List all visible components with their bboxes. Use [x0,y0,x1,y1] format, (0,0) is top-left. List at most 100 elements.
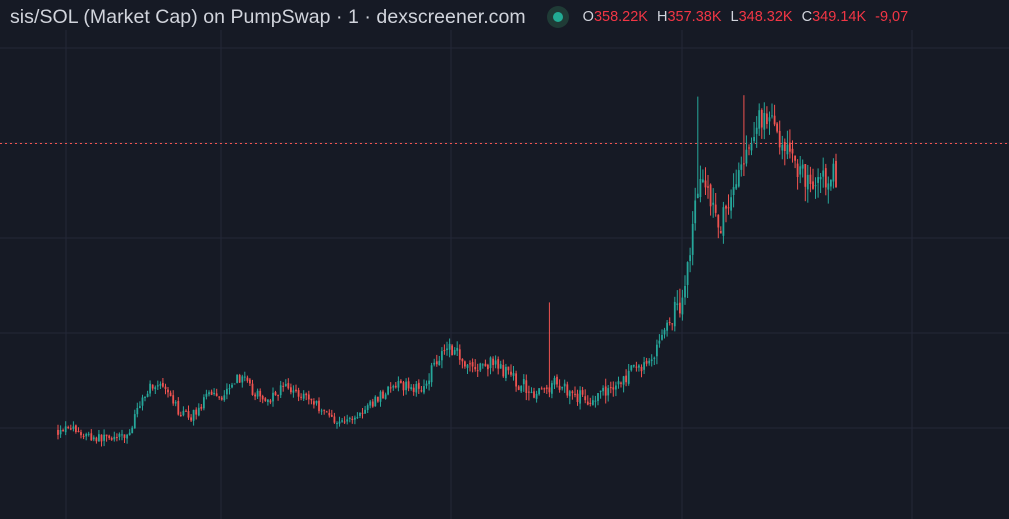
candle-up [405,381,407,391]
candle-down [75,425,77,432]
candle-down [484,363,487,367]
candle-down [835,160,837,187]
candle-down [105,434,108,437]
candle-up [267,399,269,402]
candle-up [617,381,620,385]
candle-down [584,396,587,401]
open-value: 358.22K [593,9,648,25]
candle-up [832,163,835,182]
candle-up [354,417,356,420]
candle-down [108,435,111,438]
candle-up [686,262,689,285]
candle-up [814,185,817,187]
candle-up [781,144,784,151]
candle-up [592,400,594,405]
candle-down [330,414,333,417]
candle-down [116,437,118,438]
candle-down [328,412,331,416]
candle-down [249,379,251,384]
candle-up [453,350,456,355]
candle-down [402,382,405,391]
candle-down [307,394,310,400]
candle-up [338,421,341,424]
candle-down [743,163,745,165]
candle-down [277,395,279,397]
candle-down [773,115,776,125]
candle-down [77,431,80,432]
candle-down [766,113,768,124]
candle-up [182,410,185,416]
candle-down [510,371,512,375]
candle-down [400,380,402,383]
candle-up [666,322,668,331]
candle-down [82,435,85,437]
candle-up [599,390,602,392]
candle-up [722,207,725,236]
candle-down [297,390,300,397]
candle-up [366,405,369,410]
candle-up [771,115,773,117]
candle-up [689,255,691,262]
candle-up [336,423,338,425]
candle-down [625,375,627,383]
candle-up [648,360,651,364]
candle-up [379,391,382,402]
candle-down [377,396,379,402]
candle-up [72,426,75,429]
candle-down [487,364,489,370]
candle-up [830,179,832,187]
candle-up [141,397,144,406]
chart-title: sis/SOL (Market Cap) on PumpSwap · 1 · d… [10,5,526,28]
candle-up [735,184,738,189]
candle-up [272,392,274,402]
candle-up [243,376,246,378]
candle-down [574,393,576,395]
candle-down [492,358,494,365]
candle-up [643,362,645,370]
candle-down [254,394,256,397]
candle-down [725,205,727,209]
candle-down [451,345,453,356]
candle-down [540,388,543,390]
candle-up [694,200,697,224]
candle-up [144,397,146,398]
candle-down [476,370,479,372]
candle-up [387,386,389,395]
live-status-icon[interactable] [546,6,569,28]
candle-down [545,387,548,389]
candle-up [568,391,571,397]
candle-down [261,396,264,400]
candle-down [824,168,827,188]
candle-up [203,397,205,409]
candle-down [471,362,474,367]
candle-down [586,401,589,405]
candle-up [615,385,617,390]
candle-down [310,398,313,401]
candle-up [594,400,597,402]
candle-down [709,184,712,207]
candle-up [522,379,525,385]
candle-down [443,350,446,352]
candle-up [676,303,679,305]
candle-down [57,429,59,435]
candle-down [794,155,796,161]
candle-up [732,187,735,195]
high-label: H [656,9,668,25]
candle-down [187,411,190,418]
candle-up [430,365,433,383]
candle-down [259,390,262,397]
candle-down [581,390,584,395]
candle-down [679,302,681,314]
candle-up [684,286,686,298]
candle-down [412,387,415,392]
candle-down [215,393,218,396]
candle-up [801,164,804,169]
candle-up [579,390,581,404]
candle-down [162,382,164,387]
candle-up [499,364,502,369]
candle-up [799,166,802,175]
candle-down [371,401,374,407]
candle-down [177,401,180,415]
